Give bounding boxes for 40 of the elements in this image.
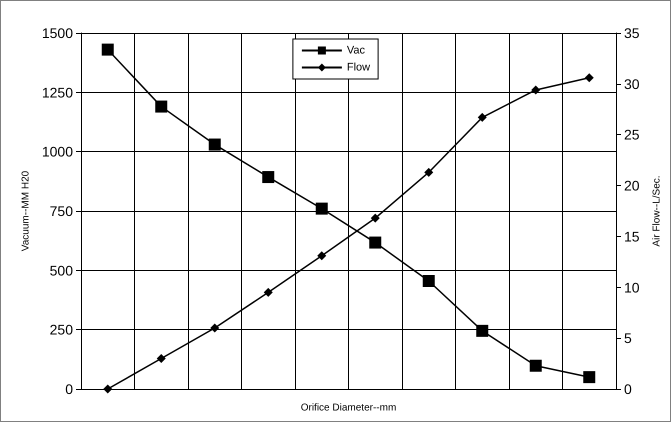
y2-tick-label: 20 — [624, 178, 640, 194]
point — [584, 73, 594, 82]
point — [156, 354, 166, 363]
point — [155, 100, 168, 113]
legend-label: Flow — [346, 62, 370, 74]
y2-tick-label: 10 — [624, 279, 640, 296]
y-tick-label: 1500 — [42, 25, 74, 41]
point — [370, 214, 380, 223]
point — [316, 202, 328, 215]
point — [478, 112, 487, 122]
y-tick-label: 750 — [50, 203, 74, 219]
y-tick-label: 500 — [50, 262, 74, 278]
point — [264, 288, 273, 297]
point — [583, 371, 596, 384]
y2-tick-label: 30 — [624, 76, 640, 92]
point — [476, 324, 488, 337]
y2-tick-label: 5 — [624, 330, 632, 346]
x-axis-title: Orifice Diameter--mm — [300, 402, 396, 414]
point — [210, 323, 220, 332]
y2-tick-label: 25 — [624, 126, 640, 143]
point — [102, 44, 114, 56]
point — [317, 251, 326, 260]
y-axis-title: Vacuum--MM H20 — [20, 170, 32, 252]
y2-tick-label: 15 — [624, 228, 640, 244]
point — [369, 236, 382, 249]
y2-axis-title: Air Flow--L/Sec. — [652, 175, 662, 247]
y2-tick-label: 0 — [624, 381, 632, 397]
y-tick-label: 1250 — [42, 84, 74, 100]
y-tick-label: 0 — [65, 381, 74, 397]
legend-label: Vac — [346, 44, 366, 56]
y-tick-label: 250 — [50, 322, 74, 338]
point — [103, 384, 112, 394]
point — [531, 85, 540, 94]
y2-tick-label: 35 — [624, 25, 640, 41]
y-tick-label: 1000 — [42, 144, 74, 160]
point — [422, 275, 435, 288]
point — [262, 171, 274, 184]
point — [424, 168, 434, 177]
point — [208, 138, 221, 151]
point — [530, 360, 542, 372]
